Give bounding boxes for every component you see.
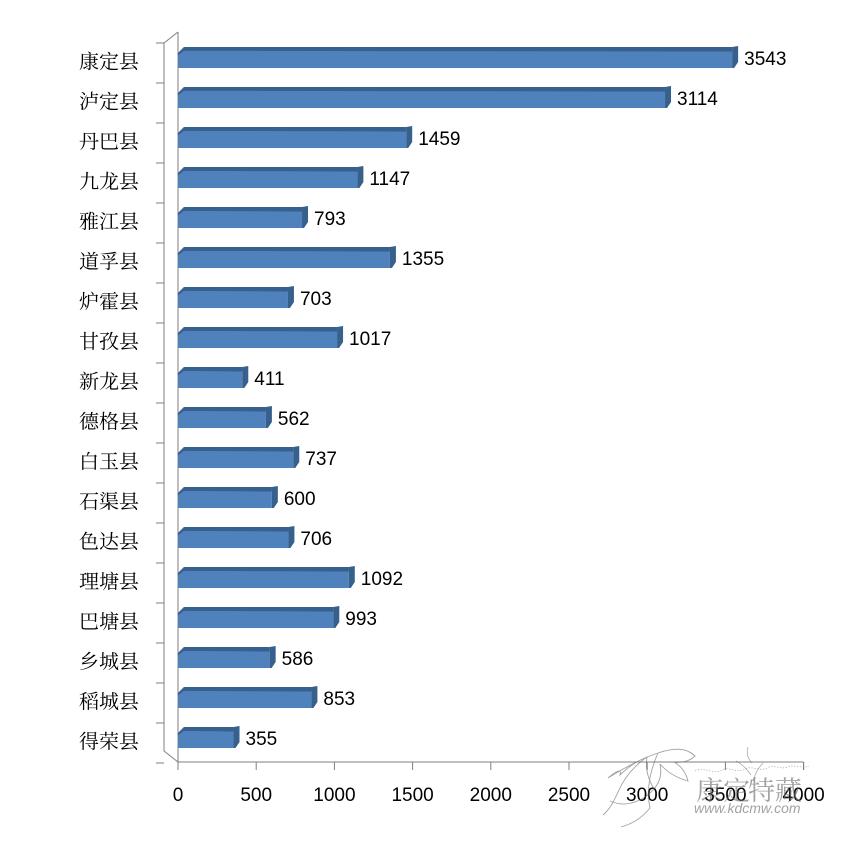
svg-text:2000: 2000 [470,785,512,806]
svg-text:586: 586 [282,649,314,670]
svg-text:703: 703 [300,289,332,310]
svg-text:泸定县: 泸定县 [79,92,139,114]
svg-text:雅江县: 雅江县 [79,212,139,234]
svg-text:562: 562 [278,409,310,430]
svg-text:白玉县: 白玉县 [79,452,139,474]
svg-text:1355: 1355 [402,249,444,270]
svg-text:乡城县: 乡城县 [79,652,139,674]
svg-text:1500: 1500 [391,785,433,806]
svg-text:德格县: 德格县 [79,412,139,434]
svg-text:康定县: 康定县 [79,51,139,74]
svg-text:九龙县: 九龙县 [79,172,139,194]
svg-text:853: 853 [323,689,355,710]
svg-text:新龙县: 新龙县 [79,372,139,394]
svg-text:理塘县: 理塘县 [79,572,139,594]
svg-text:1092: 1092 [361,569,403,590]
svg-text:丹巴县: 丹巴县 [79,132,139,154]
svg-text:1147: 1147 [369,169,410,190]
svg-text:1017: 1017 [349,329,391,350]
svg-text:706: 706 [300,529,332,550]
svg-text:355: 355 [246,729,278,750]
svg-text:色达县: 色达县 [79,532,139,554]
svg-text:炉霍县: 炉霍县 [79,292,139,314]
svg-text:600: 600 [284,489,316,510]
svg-text:得荣县: 得荣县 [79,732,139,754]
svg-text:甘孜县: 甘孜县 [79,332,139,354]
svg-text:793: 793 [314,209,346,230]
svg-text:道孚县: 道孚县 [79,252,139,274]
svg-text:0: 0 [173,785,184,806]
svg-text:巴塘县: 巴塘县 [79,612,139,634]
svg-text:2500: 2500 [548,785,590,806]
svg-text:3114: 3114 [677,89,718,110]
svg-text:1459: 1459 [418,129,460,150]
svg-text:993: 993 [345,609,377,630]
svg-text:500: 500 [240,785,272,806]
svg-text:411: 411 [254,369,284,390]
svg-text:石渠县: 石渠县 [79,492,139,514]
svg-text:1000: 1000 [313,785,355,806]
svg-text:737: 737 [305,449,337,470]
svg-text:稻城县: 稻城县 [79,692,139,714]
svg-text:www.kdcmw.com: www.kdcmw.com [694,800,801,816]
svg-text:3543: 3543 [744,49,786,70]
